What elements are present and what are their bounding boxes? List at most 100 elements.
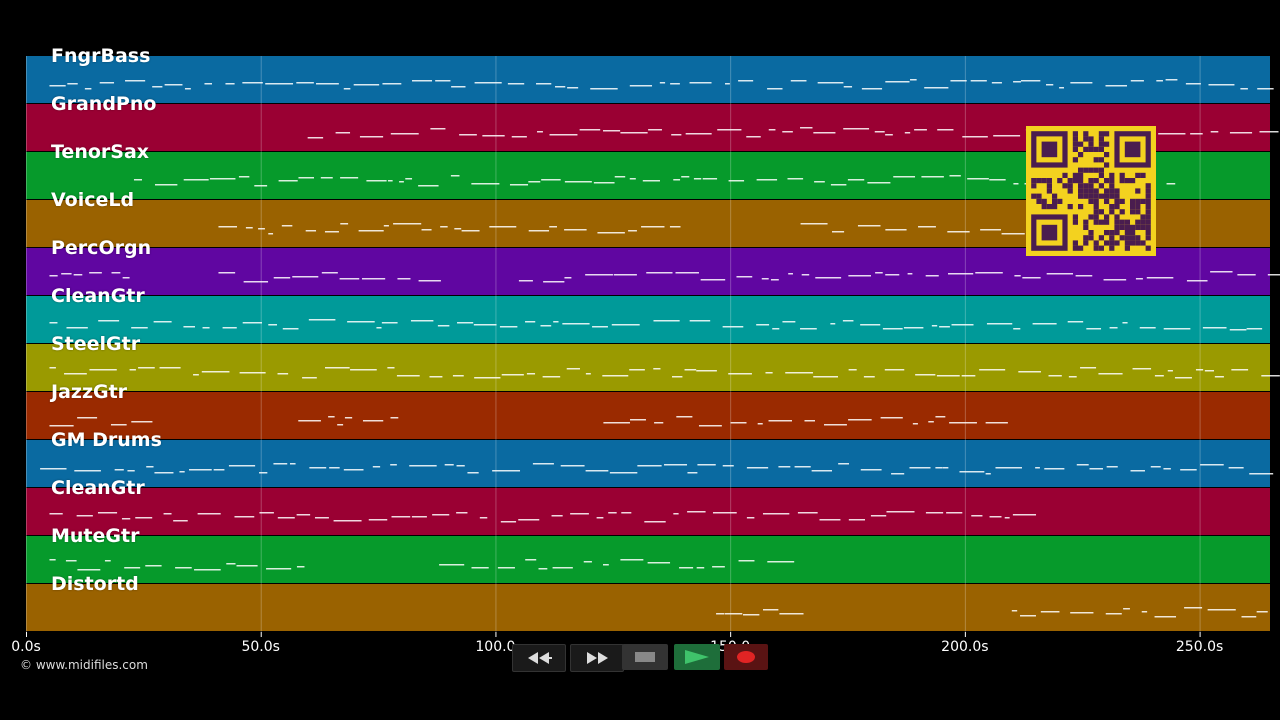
transport-controls [510, 644, 770, 672]
track-lane [26, 488, 1270, 535]
qr-module [1057, 198, 1063, 204]
note-streak [281, 225, 293, 227]
note-streak [562, 323, 590, 325]
note-streak [474, 82, 502, 84]
note-streak [867, 182, 891, 184]
qr-module [1104, 219, 1110, 225]
record-button[interactable] [724, 644, 768, 670]
note-streak [993, 135, 1021, 137]
qr-module [1036, 193, 1042, 199]
rewind-button[interactable] [512, 644, 566, 672]
note-streak [736, 276, 753, 278]
qr-module [1130, 209, 1136, 215]
qr-module [1041, 198, 1047, 204]
note-streak [819, 519, 841, 521]
stop-icon [635, 652, 655, 662]
track-lane [26, 296, 1270, 343]
note-streak [333, 520, 362, 522]
note-streak [553, 321, 559, 323]
qr-module [1140, 219, 1146, 225]
qr-module [1104, 240, 1110, 246]
note-streak [860, 469, 882, 471]
stop-button[interactable] [622, 644, 668, 670]
note-streak [111, 272, 121, 274]
note-streak [585, 373, 591, 375]
qr-module [1088, 136, 1094, 142]
note-streak [471, 183, 500, 185]
note-streak [848, 369, 857, 371]
note-streak [555, 86, 566, 88]
qr-code-icon[interactable] [1026, 126, 1156, 256]
note-streak [886, 511, 915, 513]
note-streak [67, 83, 78, 85]
note-streak [1020, 80, 1041, 82]
note-streak [242, 82, 263, 84]
note-streak [459, 134, 477, 136]
note-streak [320, 177, 333, 179]
note-streak [337, 424, 344, 426]
fast-forward-button[interactable] [570, 644, 624, 672]
note-streak [989, 179, 1006, 181]
qr-module [1088, 235, 1094, 241]
note-streak [125, 80, 146, 82]
play-button[interactable] [674, 644, 720, 670]
note-streak [1105, 613, 1122, 615]
note-streak [985, 473, 991, 475]
note-streak [218, 272, 236, 274]
qr-module [1078, 178, 1084, 184]
note-streak [350, 369, 377, 371]
note-streak [228, 465, 256, 467]
qr-module [1104, 162, 1110, 168]
qr-module [1031, 178, 1037, 184]
note-streak [387, 180, 393, 182]
note-streak [489, 226, 517, 228]
qr-module [1098, 141, 1104, 147]
note-streak [757, 423, 763, 425]
note-streak [924, 87, 949, 89]
note-streak [1106, 466, 1118, 468]
qr-module [1078, 204, 1084, 210]
note-streak [654, 422, 664, 424]
note-streak [620, 559, 644, 561]
note-streak [628, 230, 637, 232]
note-streak [560, 465, 585, 467]
note-streak [492, 470, 521, 472]
note-streak [842, 320, 854, 322]
note-streak [302, 377, 317, 379]
note-streak [1256, 611, 1268, 613]
note-streak [756, 324, 770, 326]
note-streak [89, 369, 117, 371]
qr-module [1140, 198, 1146, 204]
note-streak [684, 369, 697, 371]
note-streak [124, 567, 141, 569]
note-streak [800, 328, 817, 330]
note-streak [439, 564, 465, 566]
qr-module [1078, 183, 1084, 189]
note-streak [532, 463, 554, 465]
qr-module [1031, 183, 1037, 189]
qr-module [1140, 224, 1146, 230]
qr-module [1083, 219, 1089, 225]
note-streak [309, 467, 327, 469]
qr-module [1145, 183, 1151, 189]
note-streak [1059, 87, 1064, 89]
note-streak [959, 471, 985, 473]
note-streak [127, 470, 135, 472]
note-streak [372, 466, 381, 468]
qr-module [1104, 193, 1110, 199]
note-streak [738, 560, 755, 562]
note-streak [603, 564, 609, 566]
note-streak [179, 471, 185, 473]
qr-module [1078, 141, 1084, 147]
note-streak [935, 467, 943, 469]
note-streak [817, 82, 844, 84]
note-streak [712, 566, 725, 568]
note-streak [788, 273, 793, 275]
note-streak [412, 80, 433, 82]
note-streak [66, 327, 88, 329]
time-tick-label: 50.0s [241, 639, 280, 655]
qr-module [1109, 183, 1115, 189]
axis-tick [730, 632, 732, 637]
note-streak [1004, 517, 1010, 519]
note-streak [602, 375, 629, 377]
